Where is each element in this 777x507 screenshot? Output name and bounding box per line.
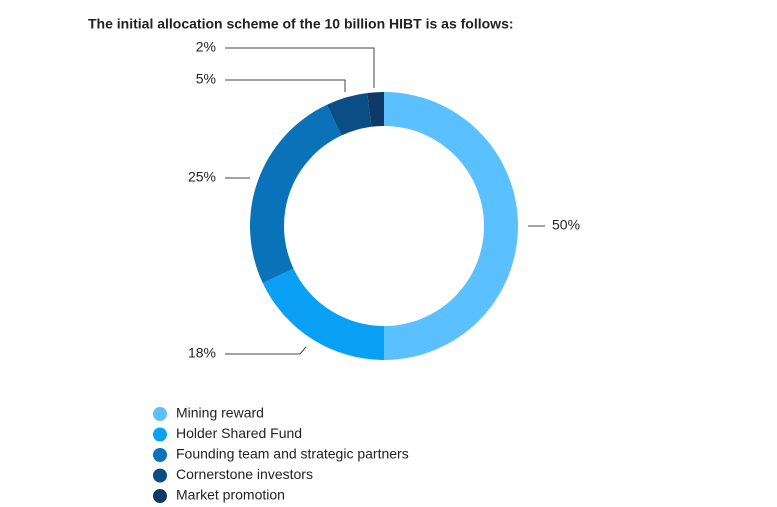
donut-segment xyxy=(367,92,384,127)
legend-label: Holder Shared Fund xyxy=(176,425,302,441)
data-label: 2% xyxy=(196,39,216,55)
legend-swatch xyxy=(153,407,167,421)
data-label: 25% xyxy=(188,169,216,185)
chart-title: The initial allocation scheme of the 10 … xyxy=(88,16,514,32)
legend-label: Founding team and strategic partners xyxy=(176,446,409,462)
legend-swatch xyxy=(153,448,167,462)
legend-swatch xyxy=(153,427,167,442)
donut-segment xyxy=(326,93,372,136)
legend-label: Cornerstone investors xyxy=(176,466,313,482)
legend-label: Market promotion xyxy=(176,487,285,503)
data-label: 50% xyxy=(552,217,580,233)
leader-line xyxy=(225,79,346,92)
donut-segment xyxy=(384,92,518,360)
data-label: 5% xyxy=(196,71,216,87)
legend-label: Mining reward xyxy=(176,405,264,421)
donut-segment xyxy=(250,104,342,284)
legend-swatch xyxy=(153,489,167,503)
data-label: 18% xyxy=(188,345,216,361)
leader-line xyxy=(225,346,307,355)
donut-segment xyxy=(262,268,384,360)
legend-swatch xyxy=(153,468,167,483)
leader-line xyxy=(225,47,375,88)
